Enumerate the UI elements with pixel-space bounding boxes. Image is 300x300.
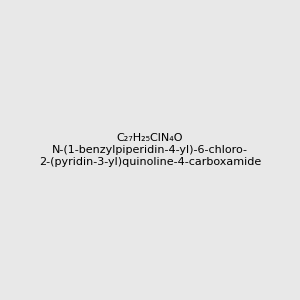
Text: C₂₇H₂₅ClN₄O
N-(1-benzylpiperidin-4-yl)-6-chloro-
2-(pyridin-3-yl)quinoline-4-car: C₂₇H₂₅ClN₄O N-(1-benzylpiperidin-4-yl)-6… <box>39 134 261 166</box>
